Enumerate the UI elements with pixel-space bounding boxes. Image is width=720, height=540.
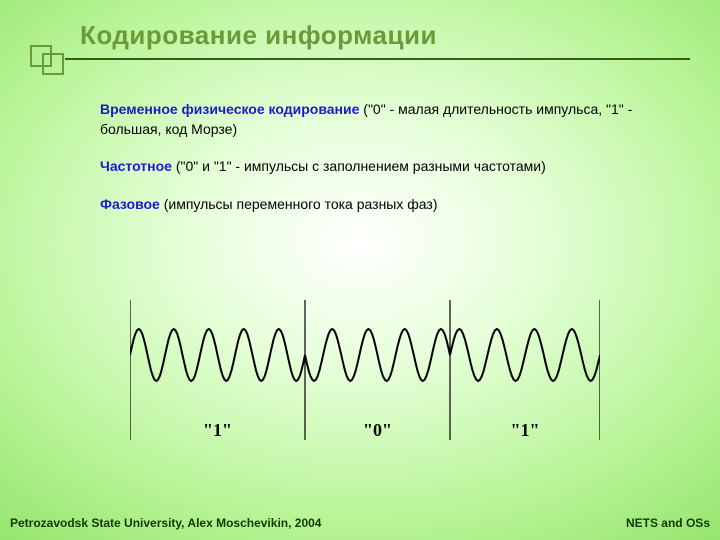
rest-phase: (импульсы переменного тока разных фаз) [160, 196, 438, 212]
segment-labels: "1" "0" "1" [130, 420, 600, 441]
segment-label-2: "1" [450, 420, 600, 441]
corner-decoration [30, 45, 70, 75]
lead-frequency: Частотное [100, 158, 172, 174]
para-phase: Фазовое (импульсы переменного тока разны… [100, 195, 660, 215]
footer: Petrozavodsk State University, Alex Mosc… [10, 516, 710, 530]
title-rule [65, 58, 690, 60]
para-temporal: Временное физическое кодирование ("0" - … [100, 100, 660, 139]
slide-title: Кодирование информации [80, 20, 437, 51]
footer-left: Petrozavodsk State University, Alex Mosc… [10, 516, 321, 530]
phase-diagram: "1" "0" "1" [130, 300, 600, 445]
body-content: Временное физическое кодирование ("0" - … [100, 100, 660, 232]
para-frequency: Частотное ("0" и "1" - импульсы с заполн… [100, 157, 660, 177]
lead-phase: Фазовое [100, 196, 160, 212]
footer-right: NETS and OSs [626, 516, 710, 530]
lead-temporal: Временное физическое кодирование [100, 101, 359, 117]
segment-label-1: "0" [305, 420, 450, 441]
rest-frequency: ("0" и "1" - импульсы с заполнением разн… [172, 158, 546, 174]
segment-label-0: "1" [130, 420, 305, 441]
